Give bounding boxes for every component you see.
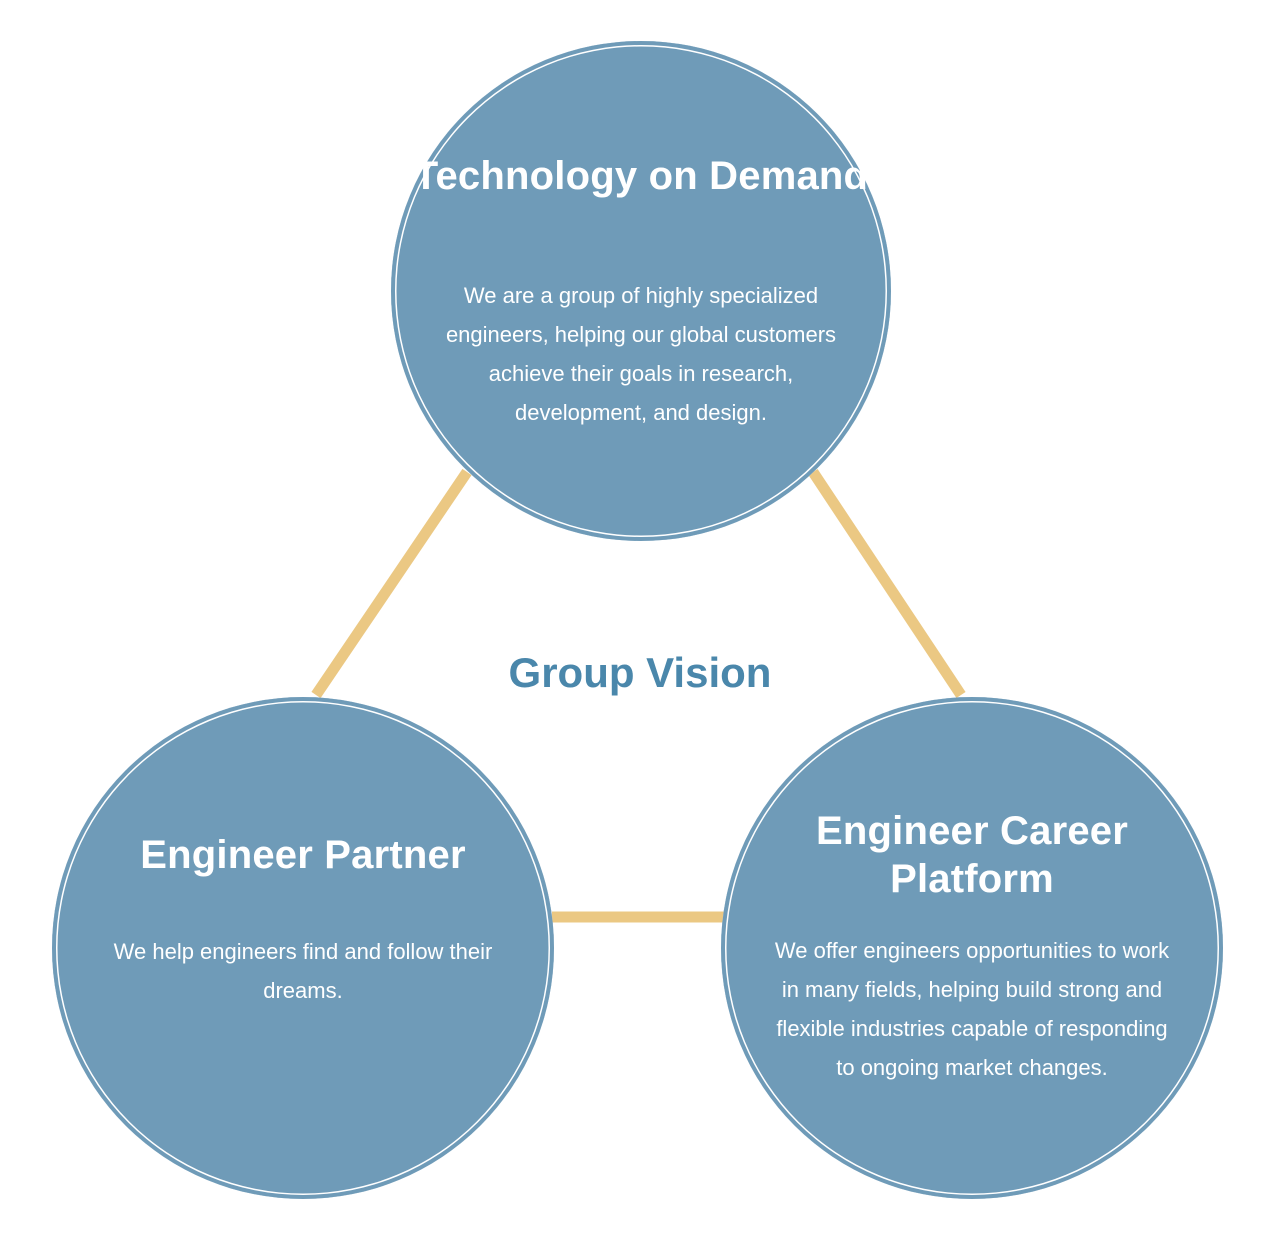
node-engineer-career-platform: Engineer Career Platform We offer engine… [721, 697, 1223, 1199]
node-title: Engineer Career Platform [815, 809, 1129, 901]
connector-top-left [311, 468, 472, 699]
node-description: We are a group of highly specialized eng… [445, 283, 837, 425]
center-title: Group Vision [508, 649, 772, 696]
node-title: Engineer Partner [140, 833, 466, 877]
node-description: We help engineers find and follow their … [113, 939, 493, 1003]
connector-top-right [808, 468, 966, 699]
node-title: Technology on Demand [413, 154, 869, 198]
node-description: We offer engineers opportunities to work… [774, 938, 1170, 1080]
node-engineer-partner: Engineer Partner We help engineers find … [52, 697, 554, 1199]
node-technology-on-demand: Technology on Demand We are a group of h… [391, 41, 891, 541]
